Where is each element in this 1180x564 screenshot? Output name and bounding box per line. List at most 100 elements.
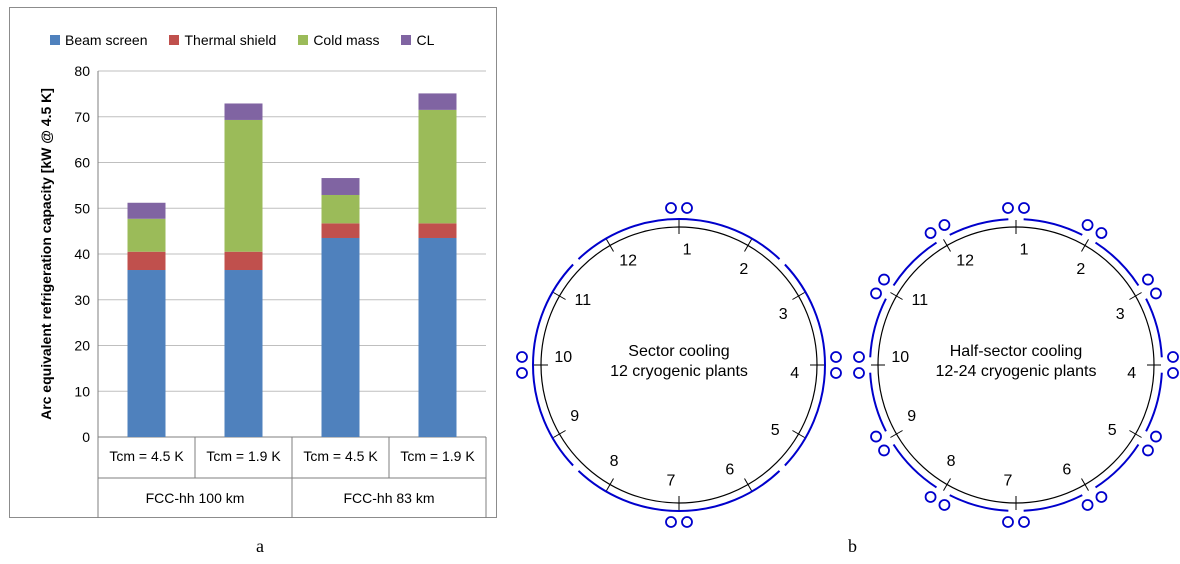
bar-beam-screen xyxy=(321,237,360,437)
x-tick-label: Tcm = 4.5 K xyxy=(109,448,184,464)
x-tick-label: Tcm = 4.5 K xyxy=(303,448,378,464)
point-number: 7 xyxy=(1003,473,1012,490)
y-tick-label: 30 xyxy=(74,292,90,308)
cryo-plant-icon xyxy=(1002,202,1014,214)
caption-b: b xyxy=(848,536,857,556)
cryo-line xyxy=(1023,218,1083,236)
bar-cl xyxy=(321,178,360,195)
cryo-plant-icon xyxy=(516,351,528,363)
point-tick xyxy=(553,292,566,300)
bar-beam-screen xyxy=(418,237,457,437)
legend-label: Thermal shield xyxy=(184,32,277,48)
point-number: 10 xyxy=(554,349,572,366)
point-tick xyxy=(943,478,951,491)
point-number: 5 xyxy=(771,422,780,439)
legend-swatch xyxy=(401,35,412,45)
bar-thermal-shield xyxy=(224,251,263,271)
point-number: 1 xyxy=(1020,241,1029,258)
bar-cold-mass xyxy=(321,194,360,224)
y-tick-label: 40 xyxy=(74,246,90,262)
y-tick-label: 70 xyxy=(74,109,90,125)
cryo-plant-icon xyxy=(924,491,937,503)
point-tick xyxy=(890,430,903,438)
half-sector-cooling-subtitle: 12-24 cryogenic plants xyxy=(936,363,1097,380)
bar-cold-mass xyxy=(418,109,457,224)
y-tick-label: 20 xyxy=(74,338,90,354)
bar-cl xyxy=(127,202,166,219)
cryo-plant-icon xyxy=(830,367,842,379)
cryo-plant-icon xyxy=(878,444,890,457)
point-number: 6 xyxy=(725,461,734,478)
bar-cold-mass xyxy=(224,119,263,252)
bar-thermal-shield xyxy=(321,223,360,238)
y-tick-label: 10 xyxy=(74,383,90,399)
cryo-plant-icon xyxy=(853,367,865,379)
point-number: 9 xyxy=(570,408,579,425)
point-tick xyxy=(553,430,566,438)
point-tick xyxy=(943,239,951,252)
cryo-line xyxy=(869,298,887,358)
point-tick xyxy=(1129,292,1142,300)
point-tick xyxy=(792,430,805,438)
cryo-plant-icon xyxy=(681,516,693,528)
bar-cl xyxy=(418,93,457,110)
bar-cl xyxy=(224,103,263,120)
bar-beam-screen xyxy=(224,270,263,437)
stacked-bar-chart: 0 10 20 30 40 50 60 70 80 Arc equivalent refriger… xyxy=(38,63,487,518)
legend-label: CL xyxy=(416,32,435,48)
cryo-line xyxy=(892,241,938,287)
legend-label: Beam screen xyxy=(65,32,148,48)
legend-swatch xyxy=(169,35,180,45)
point-tick xyxy=(744,239,752,252)
y-tick-label: 0 xyxy=(82,429,90,445)
half-sector-cooling-title: Half-sector cooling xyxy=(950,343,1083,360)
sector-cooling-subtitle: 12 cryogenic plants xyxy=(610,363,748,380)
cryo-plant-icon xyxy=(1150,287,1162,300)
cryo-plant-icon xyxy=(516,367,528,379)
cryo-plant-icon xyxy=(1142,444,1154,457)
cryo-line xyxy=(1145,298,1163,358)
cryo-line xyxy=(1145,372,1163,432)
point-number: 11 xyxy=(575,292,592,309)
cryo-plant-icon xyxy=(870,430,882,443)
cryo-plant-icon xyxy=(1095,227,1108,239)
cryo-plant-icon xyxy=(1142,273,1154,286)
cryo-line xyxy=(1094,443,1140,489)
legend-swatch xyxy=(50,35,60,45)
y-axis-label: Arc equivalent refrigeration capacity [k… xyxy=(38,88,54,420)
point-number: 8 xyxy=(947,453,956,470)
cryo-plant-icon xyxy=(1081,499,1094,511)
caption-a: a xyxy=(256,536,264,556)
cryo-plant-icon xyxy=(1002,516,1014,528)
point-tick xyxy=(1081,478,1089,491)
cryo-line xyxy=(577,218,781,260)
point-tick xyxy=(1081,239,1089,252)
chart-panel: Beam screen Thermal shield Cold mass CL 0 10… xyxy=(9,7,497,518)
legend-item: CL xyxy=(401,32,434,48)
point-number: 3 xyxy=(779,306,788,323)
point-tick xyxy=(792,292,805,300)
bar-cold-mass xyxy=(127,218,166,252)
cryo-line xyxy=(577,470,781,512)
point-number: 6 xyxy=(1062,461,1071,478)
cryo-plant-icon xyxy=(1150,430,1162,443)
point-number: 3 xyxy=(1116,306,1125,323)
sector-cooling-title: Sector cooling xyxy=(628,343,729,360)
point-number: 5 xyxy=(1108,422,1117,439)
legend-item: Cold mass xyxy=(298,32,379,48)
y-tick-label: 50 xyxy=(74,200,90,216)
cryo-plant-icon xyxy=(853,351,865,363)
ring-circle xyxy=(877,226,1155,504)
legend-item: Thermal shield xyxy=(169,32,276,48)
group-label: FCC-hh 83 km xyxy=(343,490,434,506)
legend-swatch xyxy=(298,35,309,45)
bar-beam-screen xyxy=(127,270,166,437)
cryo-plant-icon xyxy=(665,516,677,528)
cryo-line xyxy=(892,443,938,489)
cryo-plant-icon xyxy=(924,227,937,239)
cryo-line xyxy=(869,372,887,432)
group-label: FCC-hh 100 km xyxy=(146,490,245,506)
cryo-plant-icon xyxy=(1018,202,1030,214)
